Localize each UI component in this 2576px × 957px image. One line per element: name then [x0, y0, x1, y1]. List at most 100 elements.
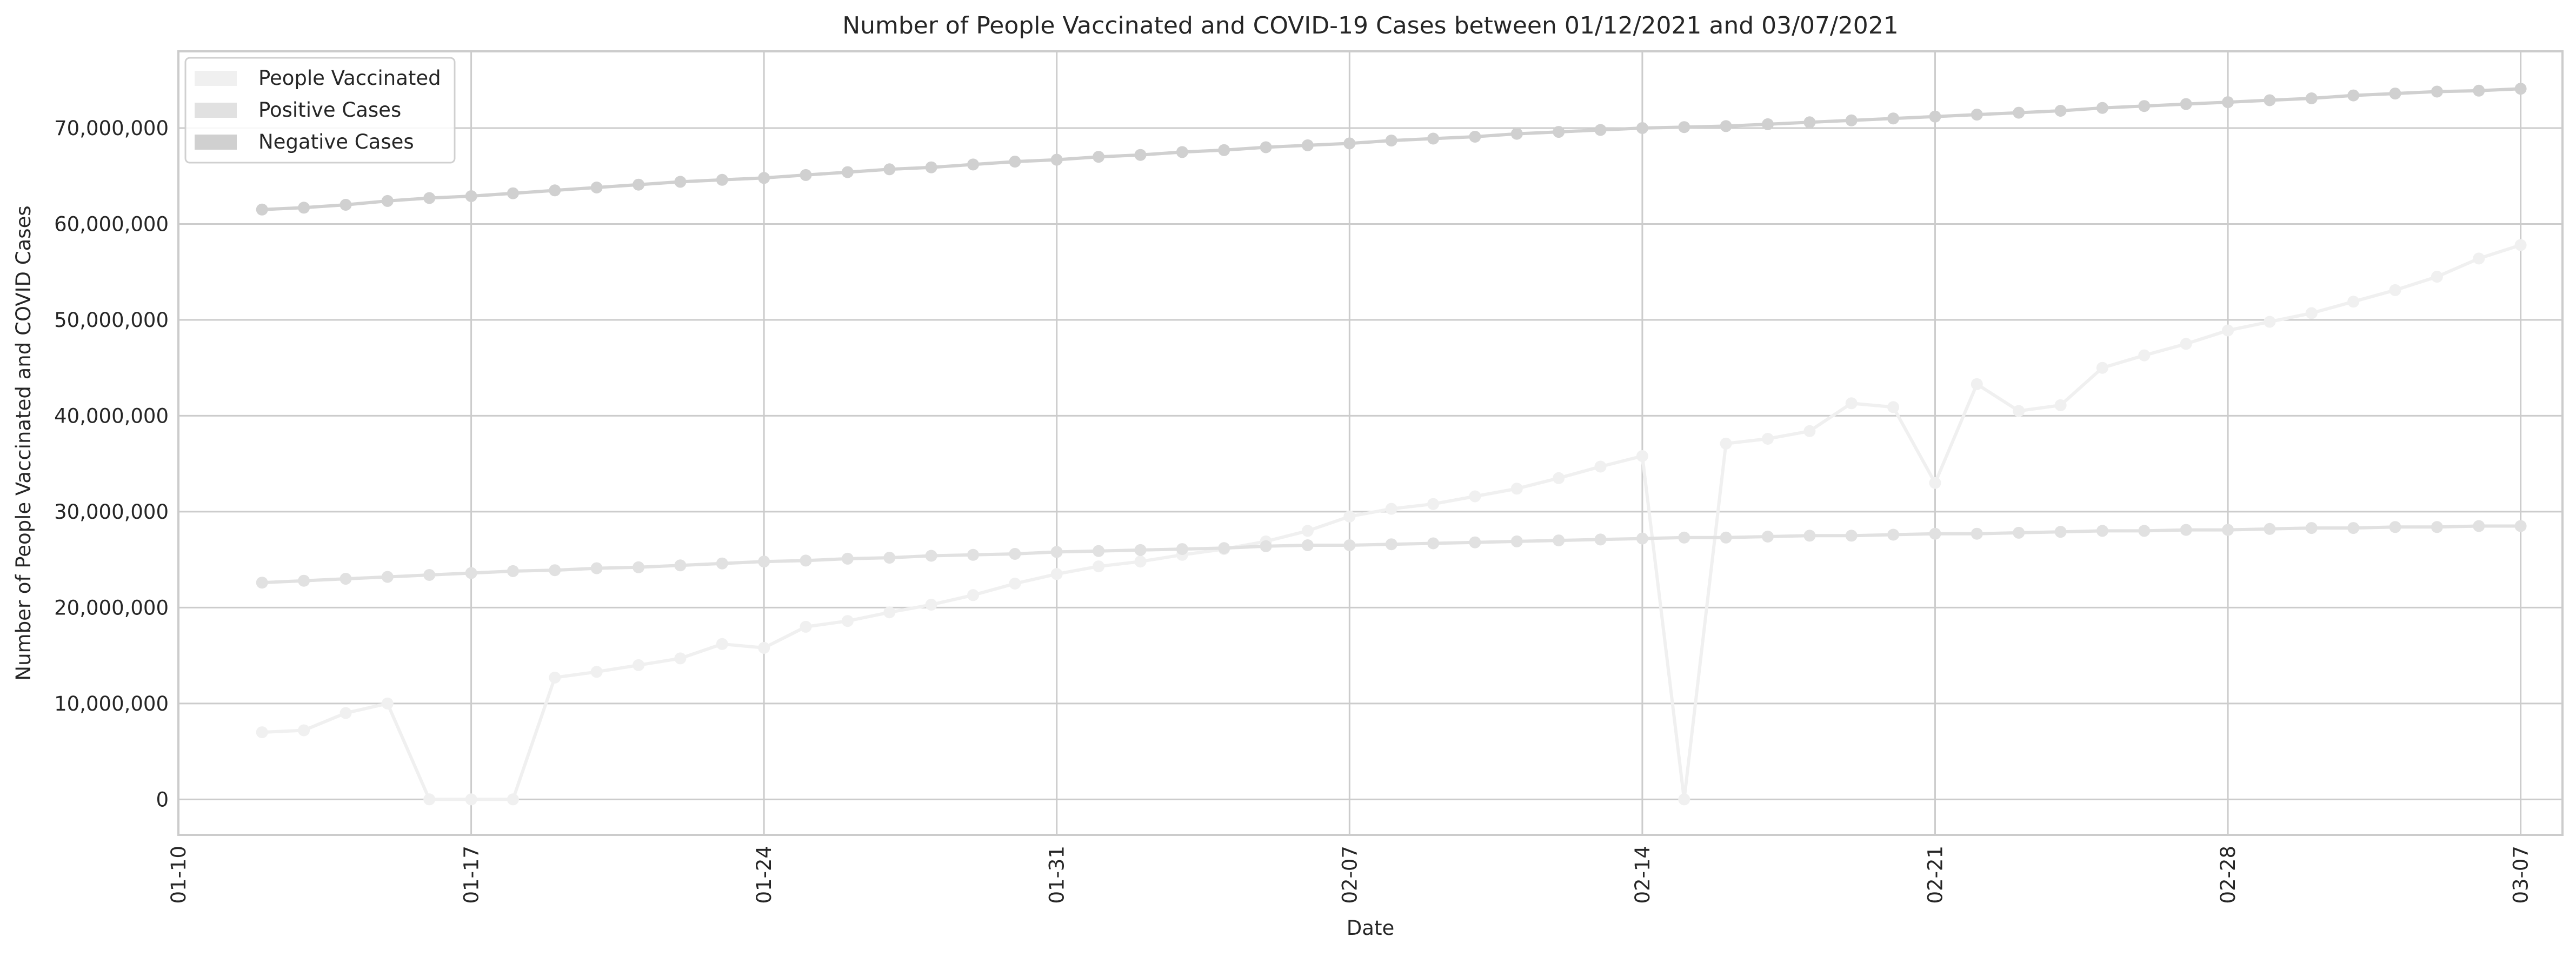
- data-point-negative-cases: [465, 190, 477, 202]
- data-point-negative-cases: [1385, 135, 1397, 147]
- data-point-negative-cases: [1176, 146, 1188, 158]
- data-point-negative-cases: [1971, 109, 1983, 121]
- data-point-people-vaccinated: [2013, 405, 2025, 417]
- data-point-people-vaccinated: [2138, 349, 2151, 362]
- data-point-people-vaccinated: [2305, 307, 2318, 319]
- x-tick-label: 01-17: [460, 846, 483, 904]
- data-point-negative-cases: [925, 161, 937, 173]
- data-point-positive-cases: [1050, 546, 1063, 558]
- data-point-positive-cases: [1176, 543, 1188, 556]
- y-axis-label: Number of People Vaccinated and COVID Ca…: [12, 205, 35, 680]
- data-point-positive-cases: [1009, 548, 1021, 560]
- data-point-negative-cases: [883, 163, 896, 176]
- x-tick-labels: 01-10 01-17 01-24 01-31 02-07 02-14 02-21 02-28…: [167, 846, 2533, 904]
- data-point-negative-cases: [2013, 106, 2025, 119]
- data-point-positive-cases: [2431, 521, 2443, 533]
- data-point-negative-cases: [340, 199, 352, 211]
- data-point-people-vaccinated: [2389, 284, 2401, 296]
- data-point-positive-cases: [1510, 535, 1523, 547]
- data-point-positive-cases: [1803, 530, 1816, 542]
- data-point-negative-cases: [2222, 96, 2234, 109]
- data-point-people-vaccinated: [1134, 556, 1147, 568]
- data-point-negative-cases: [1093, 151, 1105, 163]
- data-point-positive-cases: [1971, 527, 1983, 540]
- data-point-positive-cases: [925, 550, 937, 562]
- data-point-people-vaccinated: [1887, 401, 1900, 413]
- data-point-people-vaccinated: [1929, 477, 1941, 489]
- legend-swatch-positive-cases: [195, 103, 237, 118]
- data-point-people-vaccinated: [507, 793, 519, 806]
- data-point-people-vaccinated: [1050, 568, 1063, 580]
- data-point-negative-cases: [1427, 132, 1440, 145]
- data-point-positive-cases: [507, 565, 519, 577]
- data-point-negative-cases: [256, 203, 268, 216]
- data-point-negative-cases: [1218, 144, 1230, 156]
- data-point-negative-cases: [2389, 88, 2401, 100]
- data-point-positive-cases: [1762, 531, 1774, 543]
- data-point-positive-cases: [2389, 521, 2401, 533]
- series-positive-cases: [256, 520, 2527, 589]
- data-point-people-vaccinated: [800, 620, 812, 633]
- data-point-negative-cases: [1678, 121, 1690, 133]
- data-point-people-vaccinated: [841, 615, 854, 627]
- data-point-negative-cases: [1553, 126, 1565, 138]
- data-point-people-vaccinated: [1553, 472, 1565, 484]
- data-point-positive-cases: [800, 554, 812, 567]
- data-point-positive-cases: [674, 559, 687, 572]
- data-point-negative-cases: [1803, 116, 1816, 129]
- data-point-negative-cases: [298, 202, 310, 214]
- legend-label-positive-cases: Positive Cases: [258, 98, 401, 122]
- data-point-negative-cases: [674, 176, 687, 188]
- data-point-people-vaccinated: [2347, 296, 2360, 308]
- data-point-people-vaccinated: [758, 641, 770, 654]
- data-point-people-vaccinated: [1343, 510, 1356, 523]
- data-point-negative-cases: [381, 195, 394, 207]
- data-point-people-vaccinated: [298, 724, 310, 737]
- data-point-negative-cases: [1510, 128, 1523, 140]
- data-point-positive-cases: [1636, 532, 1648, 545]
- legend-swatch-negative-cases: [195, 135, 237, 150]
- data-point-negative-cases: [1343, 137, 1356, 150]
- data-point-negative-cases: [1720, 120, 1732, 132]
- data-point-people-vaccinated: [2096, 362, 2108, 374]
- data-point-positive-cases: [1720, 531, 1732, 544]
- y-tick-labels: 0 10,000,000 20,000,000 30,000,000 40,000,00…: [54, 117, 169, 811]
- data-point-negative-cases: [716, 173, 728, 186]
- data-point-negative-cases: [1469, 131, 1481, 143]
- data-point-positive-cases: [1469, 536, 1481, 548]
- x-tick-label: 01-31: [1046, 846, 1069, 904]
- data-point-positive-cases: [256, 577, 268, 589]
- data-point-people-vaccinated: [1594, 460, 1607, 473]
- legend-swatch-people-vaccinated: [195, 71, 237, 86]
- data-point-negative-cases: [1260, 141, 1272, 153]
- series-people-vaccinated: [256, 239, 2527, 806]
- data-point-people-vaccinated: [1510, 483, 1523, 495]
- data-point-negative-cases: [2096, 102, 2108, 114]
- data-point-negative-cases: [633, 178, 645, 191]
- data-point-people-vaccinated: [1678, 793, 1690, 806]
- legend-label-negative-cases: Negative Cases: [258, 130, 414, 153]
- data-point-people-vaccinated: [1803, 425, 1816, 437]
- data-point-people-vaccinated: [1762, 433, 1774, 445]
- data-point-people-vaccinated: [1427, 498, 1440, 510]
- x-tick-label: 01-24: [753, 846, 776, 904]
- x-tick-label: 02-14: [1631, 846, 1654, 904]
- y-tick-label: 20,000,000: [54, 596, 169, 619]
- data-point-people-vaccinated: [1093, 560, 1105, 573]
- x-tick-label: 02-07: [1338, 846, 1361, 904]
- data-point-people-vaccinated: [256, 726, 268, 739]
- data-point-people-vaccinated: [1720, 437, 1732, 450]
- data-point-negative-cases: [1636, 122, 1648, 134]
- data-point-positive-cases: [590, 562, 603, 574]
- data-point-people-vaccinated: [2054, 399, 2067, 411]
- chart-title: Number of People Vaccinated and COVID-19…: [842, 12, 1899, 39]
- data-point-positive-cases: [841, 552, 854, 565]
- legend-box: [184, 57, 456, 164]
- series-lines: [256, 83, 2527, 806]
- data-point-people-vaccinated: [423, 793, 436, 806]
- data-point-negative-cases: [590, 182, 603, 193]
- data-point-positive-cases: [2013, 526, 2025, 539]
- data-point-people-vaccinated: [633, 659, 645, 671]
